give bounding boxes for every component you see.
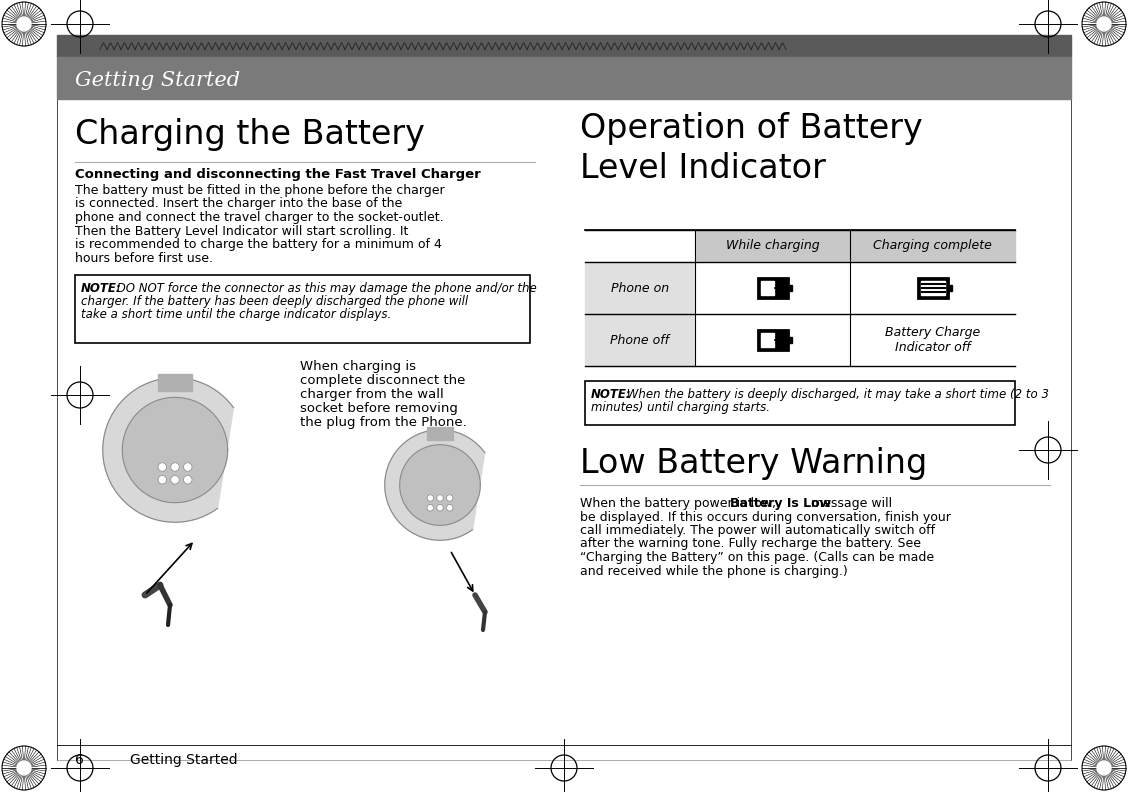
Bar — [948, 284, 952, 291]
Bar — [74, 275, 530, 343]
Circle shape — [437, 495, 443, 501]
Bar — [787, 337, 792, 344]
Bar — [695, 314, 851, 366]
Text: Charging complete: Charging complete — [873, 239, 992, 253]
Polygon shape — [385, 430, 485, 540]
Text: socket before removing: socket before removing — [300, 402, 458, 415]
Bar — [585, 262, 695, 314]
Text: Phone off: Phone off — [610, 333, 670, 347]
Text: Operation of Battery
Level Indicator: Operation of Battery Level Indicator — [580, 112, 923, 185]
Text: Getting Started: Getting Started — [130, 753, 238, 767]
Polygon shape — [428, 427, 453, 440]
Text: Battery Is Low: Battery Is Low — [730, 497, 831, 510]
Text: The battery must be fitted in the phone before the charger: The battery must be fitted in the phone … — [74, 184, 444, 197]
Text: Getting Started: Getting Started — [74, 70, 240, 89]
Bar — [760, 281, 774, 295]
Text: Phone on: Phone on — [611, 281, 669, 295]
Circle shape — [16, 17, 32, 32]
Text: When the battery is deeply discharged, it may take a short time (2 to 3: When the battery is deeply discharged, i… — [623, 388, 1049, 401]
Text: minutes) until charging starts.: minutes) until charging starts. — [591, 401, 770, 414]
Text: phone and connect the travel charger to the socket-outlet.: phone and connect the travel charger to … — [74, 211, 443, 224]
Bar — [920, 281, 944, 295]
Circle shape — [184, 475, 192, 484]
Text: after the warning tone. Fully recharge the battery. See: after the warning tone. Fully recharge t… — [580, 538, 920, 550]
Polygon shape — [399, 445, 481, 525]
Text: Battery Charge
Indicator off: Battery Charge Indicator off — [884, 326, 980, 354]
Text: the plug from the Phone.: the plug from the Phone. — [300, 416, 467, 429]
Text: be displayed. If this occurs during conversation, finish your: be displayed. If this occurs during conv… — [580, 511, 951, 524]
Text: Then the Battery Level Indicator will start scrolling. It: Then the Battery Level Indicator will st… — [74, 224, 408, 238]
Text: Charging the Battery: Charging the Battery — [74, 118, 425, 151]
Polygon shape — [122, 398, 228, 503]
Bar — [851, 262, 1015, 314]
Bar — [917, 278, 948, 298]
Bar — [695, 262, 851, 314]
Circle shape — [437, 505, 443, 511]
Bar — [851, 314, 1015, 366]
Text: Connecting and disconnecting the Fast Travel Charger: Connecting and disconnecting the Fast Tr… — [74, 168, 481, 181]
Bar — [758, 330, 787, 350]
Bar — [58, 57, 1070, 99]
Text: hours before first use.: hours before first use. — [74, 252, 213, 265]
Text: take a short time until the charge indicator displays.: take a short time until the charge indic… — [81, 308, 391, 321]
Text: charger. If the battery has been deeply discharged the phone will: charger. If the battery has been deeply … — [81, 295, 468, 308]
Text: When charging is: When charging is — [300, 360, 416, 373]
Bar — [585, 314, 695, 366]
Circle shape — [447, 505, 453, 511]
Circle shape — [428, 505, 433, 511]
Text: and received while the phone is charging.): and received while the phone is charging… — [580, 565, 848, 577]
Bar — [585, 230, 695, 262]
Bar — [760, 333, 774, 347]
Text: is recommended to charge the battery for a minimum of 4: is recommended to charge the battery for… — [74, 238, 442, 251]
Circle shape — [184, 463, 192, 471]
Circle shape — [16, 760, 32, 775]
Bar — [695, 230, 1015, 262]
Circle shape — [447, 495, 453, 501]
Text: NOTE:: NOTE: — [81, 282, 122, 295]
Bar — [58, 35, 1070, 57]
Bar — [787, 284, 792, 291]
Text: complete disconnect the: complete disconnect the — [300, 374, 466, 387]
Polygon shape — [158, 374, 192, 390]
Text: NOTE:: NOTE: — [591, 388, 632, 401]
Circle shape — [1096, 760, 1112, 775]
Circle shape — [428, 495, 433, 501]
Text: charger from the wall: charger from the wall — [300, 388, 443, 401]
Circle shape — [158, 463, 167, 471]
Circle shape — [170, 463, 179, 471]
Text: DO NOT force the connector as this may damage the phone and/or the: DO NOT force the connector as this may d… — [113, 282, 537, 295]
Text: “Charging the Battery” on this page. (Calls can be made: “Charging the Battery” on this page. (Ca… — [580, 551, 934, 564]
Text: message will: message will — [808, 497, 892, 510]
Text: is connected. Insert the charger into the base of the: is connected. Insert the charger into th… — [74, 197, 403, 211]
Bar — [585, 381, 1015, 425]
Text: When the battery power is low,: When the battery power is low, — [580, 497, 779, 510]
Text: Low Battery Warning: Low Battery Warning — [580, 447, 927, 480]
Circle shape — [170, 475, 179, 484]
Circle shape — [158, 475, 167, 484]
Bar — [758, 278, 787, 298]
Text: While charging: While charging — [725, 239, 819, 253]
Circle shape — [1096, 17, 1112, 32]
Text: 6: 6 — [74, 753, 83, 767]
Text: call immediately. The power will automatically switch off: call immediately. The power will automat… — [580, 524, 935, 537]
Polygon shape — [103, 378, 233, 522]
